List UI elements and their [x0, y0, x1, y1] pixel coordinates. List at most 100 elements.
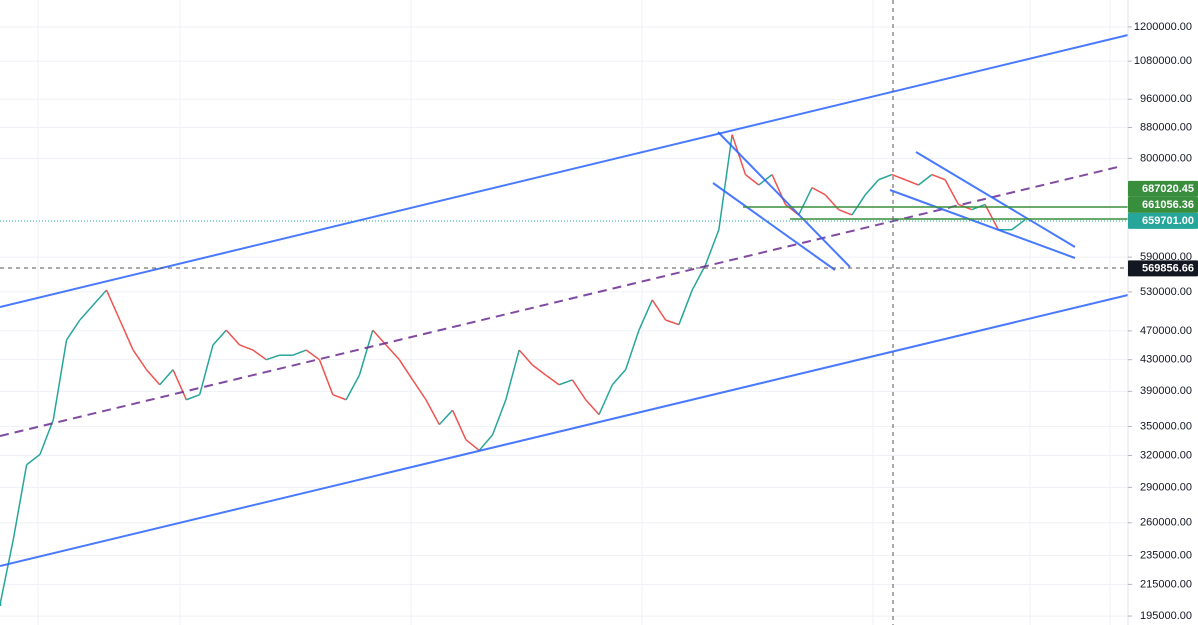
price-segment — [518, 349, 534, 366]
price-segment — [239, 344, 254, 351]
y-tick-label: 1200000.00 — [1134, 21, 1192, 33]
price-segment — [585, 399, 600, 416]
price-segment — [851, 194, 866, 216]
price-segment — [186, 393, 200, 401]
channel-mid — [0, 165, 1123, 437]
price-segment — [505, 349, 520, 400]
price-segment — [651, 299, 667, 321]
y-tick-label: 430000.00 — [1140, 354, 1192, 366]
y-tick-label: 960000.00 — [1140, 93, 1192, 105]
price-segment — [425, 399, 440, 425]
price-segment — [491, 399, 507, 436]
y-tick-label: 470000.00 — [1140, 325, 1192, 337]
price-segment — [611, 369, 627, 386]
price-badge-label: 661056.36 — [1142, 199, 1194, 211]
price-segment — [372, 329, 387, 346]
price-segment — [558, 379, 573, 386]
price-badge-label: 569856.66 — [1142, 262, 1194, 274]
price-badge-label: 687020.45 — [1142, 183, 1194, 195]
price-segment — [691, 264, 707, 291]
price-segment — [385, 344, 400, 361]
price-badge — [1128, 260, 1198, 277]
y-tick-label: 290000.00 — [1140, 481, 1192, 493]
price-segment — [225, 329, 241, 346]
price-segment — [132, 349, 148, 371]
y-tick-label: 1080000.00 — [1134, 55, 1192, 67]
vertical-grid — [37, 0, 1111, 625]
y-tick-label: 880000.00 — [1140, 121, 1192, 133]
y-tick-label: 235000.00 — [1140, 549, 1192, 561]
price-segment — [984, 204, 1000, 231]
price-segment — [838, 208, 853, 216]
price-segment — [398, 359, 414, 381]
price-segment — [198, 344, 214, 395]
y-tick-label: 320000.00 — [1140, 449, 1192, 461]
price-badge — [1128, 196, 1198, 213]
price-segment — [798, 187, 813, 216]
price-segment — [451, 409, 467, 440]
price-segment — [145, 369, 161, 386]
price-segment — [265, 354, 280, 361]
price-segment — [358, 329, 374, 376]
price-segment — [931, 173, 946, 181]
y-tick-label: 195000.00 — [1140, 610, 1192, 622]
price-segment — [811, 186, 826, 196]
price-segment — [465, 439, 480, 452]
price-segment — [212, 329, 227, 346]
y-tick-label: 215000.00 — [1140, 578, 1192, 590]
price-segment — [878, 173, 893, 181]
price-segment — [1011, 219, 1026, 231]
y-tick-label: 260000.00 — [1140, 517, 1192, 529]
price-segment — [12, 464, 28, 540]
price-segment — [864, 179, 880, 196]
price-segment — [0, 539, 15, 605]
price-segment — [744, 174, 760, 186]
price-segment — [532, 364, 547, 376]
wedge-line — [717, 131, 851, 268]
price-segment — [412, 379, 427, 401]
price-segment — [332, 393, 347, 401]
price-segment — [39, 419, 54, 455]
price-segment — [571, 379, 587, 401]
price-segment — [718, 134, 733, 230]
wedge-line — [889, 189, 1076, 259]
price-segment — [545, 374, 560, 386]
price-segment — [159, 369, 174, 386]
wedge-line — [915, 151, 1076, 248]
price-segment — [172, 369, 188, 401]
price-badge — [1128, 212, 1198, 229]
price-segment — [292, 349, 307, 356]
price-segment — [438, 409, 454, 426]
price-segment — [904, 179, 919, 186]
price-segment — [478, 434, 494, 451]
price-segment — [944, 179, 960, 205]
price-segment — [119, 319, 134, 351]
price-segment — [345, 374, 361, 401]
y-tick-label: 390000.00 — [1140, 385, 1192, 397]
price-segment — [704, 229, 720, 266]
price-badge-label: 659701.00 — [1142, 215, 1194, 227]
price-segment — [252, 349, 267, 361]
y-tick-label: 350000.00 — [1140, 420, 1192, 432]
price-segment — [624, 329, 640, 370]
y-tick-label: 590000.00 — [1140, 251, 1192, 263]
price-segment — [305, 349, 320, 361]
price-segment — [65, 319, 81, 341]
y-tick-label: 530000.00 — [1140, 286, 1192, 298]
price-badge — [1128, 180, 1198, 197]
y-tick-label: 800000.00 — [1140, 152, 1192, 164]
price-segment — [318, 359, 334, 395]
drawings — [0, 0, 1129, 625]
wedge-line — [712, 182, 836, 271]
channel-upper — [0, 34, 1129, 308]
price-segment — [665, 319, 680, 326]
price-segment — [638, 299, 653, 331]
price-segment — [598, 384, 614, 415]
price-segment — [92, 289, 108, 306]
price-segment — [891, 173, 906, 181]
price-segment — [26, 453, 41, 466]
price-segment — [79, 304, 94, 321]
price-segment — [678, 289, 693, 325]
